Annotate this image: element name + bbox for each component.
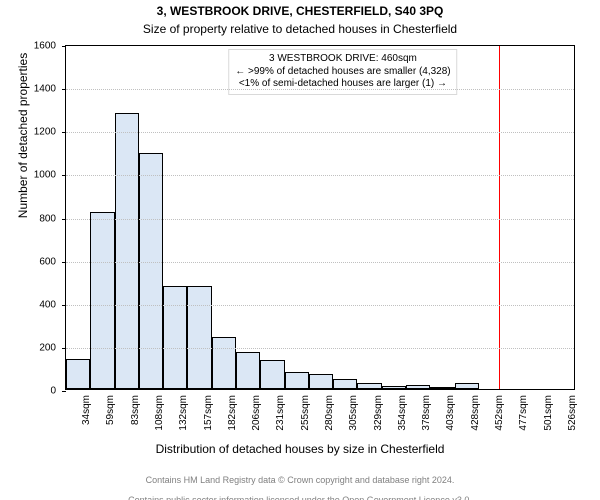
gridline — [66, 348, 574, 349]
y-tick-label: 200 — [39, 342, 66, 353]
x-axis-label: Distribution of detached houses by size … — [0, 442, 600, 456]
histogram-bar — [66, 359, 90, 389]
y-tick-label: 600 — [39, 256, 66, 267]
x-tick-label: 354sqm — [397, 389, 408, 431]
histogram-bar — [260, 360, 284, 389]
histogram-bar — [139, 153, 163, 389]
x-tick-label: 34sqm — [81, 389, 92, 425]
y-tick-label: 1200 — [34, 127, 66, 138]
x-tick-label: 255sqm — [300, 389, 311, 431]
y-tick-label: 0 — [50, 386, 66, 397]
footer-line-1: Contains HM Land Registry data © Crown c… — [146, 475, 455, 485]
histogram-bar — [333, 379, 357, 389]
x-tick-label: 452sqm — [494, 389, 505, 431]
marker-line — [499, 46, 500, 389]
x-tick-label: 501sqm — [543, 389, 554, 431]
x-tick-label: 403sqm — [445, 389, 456, 431]
x-tick-label: 132sqm — [178, 389, 189, 431]
x-tick-label: 182sqm — [227, 389, 238, 431]
histogram-bar — [187, 286, 211, 390]
footer-line-2: Contains public sector information licen… — [128, 495, 472, 500]
y-tick-label: 1000 — [34, 170, 66, 181]
x-tick-label: 477sqm — [518, 389, 529, 431]
annotation-line-2: ← >99% of detached houses are smaller (4… — [235, 66, 450, 79]
x-tick-label: 59sqm — [105, 389, 116, 425]
gridline — [66, 262, 574, 263]
gridline — [66, 175, 574, 176]
histogram-bar — [309, 374, 333, 389]
histogram-bar — [90, 212, 114, 389]
y-tick-label: 400 — [39, 299, 66, 310]
x-tick-label: 428sqm — [470, 389, 481, 431]
figure: 3, WESTBROOK DRIVE, CHESTERFIELD, S40 3P… — [0, 0, 600, 500]
x-tick-label: 83sqm — [130, 389, 141, 425]
y-tick-label: 800 — [39, 213, 66, 224]
y-axis-label: Number of detached properties — [16, 0, 30, 308]
x-tick-label: 157sqm — [203, 389, 214, 431]
x-tick-label: 329sqm — [373, 389, 384, 431]
x-tick-label: 526sqm — [567, 389, 578, 431]
footer-text: Contains HM Land Registry data © Crown c… — [0, 465, 600, 500]
x-tick-label: 231sqm — [275, 389, 286, 431]
histogram-bar — [236, 352, 260, 389]
gridline — [66, 219, 574, 220]
sup-title: 3, WESTBROOK DRIVE, CHESTERFIELD, S40 3P… — [0, 4, 600, 18]
gridline — [66, 305, 574, 306]
x-tick-label: 108sqm — [154, 389, 165, 431]
x-tick-label: 378sqm — [421, 389, 432, 431]
annotation-box: 3 WESTBROOK DRIVE: 460sqm ← >99% of deta… — [228, 49, 457, 95]
histogram-bar — [212, 337, 236, 389]
histogram-bar — [163, 286, 187, 390]
y-tick-label: 1400 — [34, 84, 66, 95]
x-tick-label: 206sqm — [251, 389, 262, 431]
plot-area: 3 WESTBROOK DRIVE: 460sqm ← >99% of deta… — [65, 45, 575, 390]
x-tick-label: 280sqm — [324, 389, 335, 431]
sub-title: Size of property relative to detached ho… — [0, 22, 600, 36]
annotation-line-1: 3 WESTBROOK DRIVE: 460sqm — [235, 53, 450, 66]
y-tick-label: 1600 — [34, 41, 66, 52]
histogram-bar — [285, 372, 309, 389]
gridline — [66, 89, 574, 90]
gridline — [66, 132, 574, 133]
x-tick-label: 305sqm — [348, 389, 359, 431]
